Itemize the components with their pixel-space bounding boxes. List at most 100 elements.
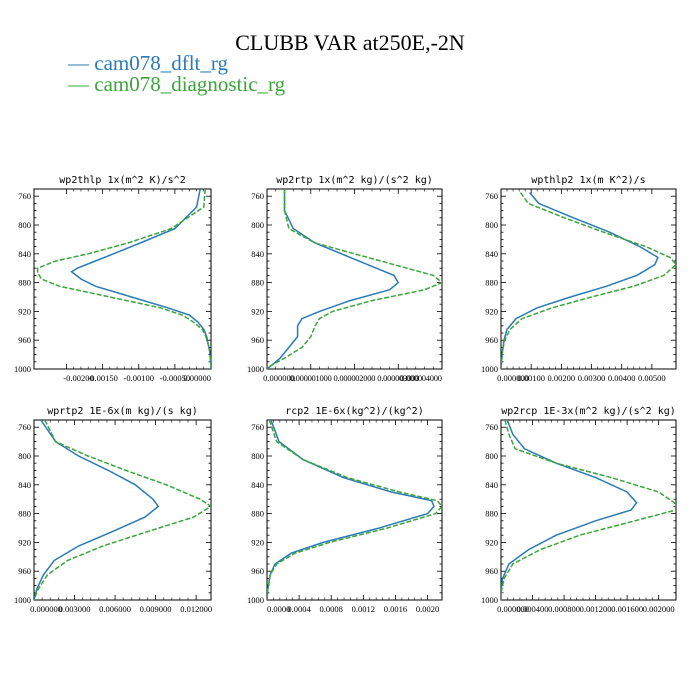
x-tick-label: 0.000000 xyxy=(263,373,295,383)
y-tick-label: 920 xyxy=(485,537,498,547)
y-tick-label: 960 xyxy=(251,566,264,576)
x-tick-label: 0.00200 xyxy=(548,373,576,383)
panel-title: wprtp2 1E-6x(m kg)/(s kg) xyxy=(47,406,198,417)
series-line-dflt xyxy=(70,189,211,369)
legend-entry-dflt: — cam078_dflt_rg xyxy=(68,51,228,76)
legend-dash: — xyxy=(68,72,89,96)
x-tick-label: -0.00200 xyxy=(63,373,93,383)
y-tick-label: 760 xyxy=(251,422,264,432)
chart-title: CLUBB VAR at250E,-2N xyxy=(235,30,465,55)
y-tick-label: 880 xyxy=(18,278,31,288)
y-tick-label: 1000 xyxy=(247,595,264,605)
panel-title: rcp2 1E-6x(kg^2)/(kg^2) xyxy=(285,406,423,417)
panel-5: rcp2 1E-6x(kg^2)/(kg^2) 760 800 840 880 920 96… xyxy=(247,406,443,614)
x-tick-label: -0.00050 xyxy=(160,373,190,383)
y-tick-label: 920 xyxy=(251,537,264,547)
x-tick-label: 0.001200 xyxy=(580,604,612,614)
plot-frame xyxy=(33,188,212,370)
y-tick-label: 1000 xyxy=(481,364,498,374)
y-tick-label: 760 xyxy=(485,422,498,432)
y-tick-label: 1000 xyxy=(247,364,264,374)
x-tick-label: 0.00400 xyxy=(608,373,636,383)
y-tick-label: 880 xyxy=(485,278,498,288)
panel-1: wp2thlp 1x(m^2 K)/s^2 760 800 840 880 920 960 1… xyxy=(14,175,212,383)
y-tick-label: 920 xyxy=(485,306,498,316)
x-tick-label: 0.0004 xyxy=(287,604,311,614)
x-tick-label: 0.0016 xyxy=(384,604,407,614)
x-tick-label: -0.00150 xyxy=(87,373,117,383)
panel-4: wprtp2 1E-6x(m kg)/(s kg) 760 800 840 880 920… xyxy=(14,406,212,614)
x-tick-label: 0.000800 xyxy=(548,604,580,614)
legend-entry-diag: — cam078_diagnostic_rg xyxy=(68,72,285,97)
y-tick-label: 760 xyxy=(18,422,31,432)
x-tick-label: 0.000000 xyxy=(497,373,529,383)
y-tick-label: 800 xyxy=(251,220,264,230)
y-tick-label: 880 xyxy=(485,509,498,519)
y-tick-label: 840 xyxy=(485,249,498,259)
x-tick-label: 0.000003000 xyxy=(377,373,419,383)
x-tick-label: 0.0012 xyxy=(352,604,375,614)
y-tick-label: 1000 xyxy=(481,595,498,605)
series-line-dflt xyxy=(267,189,400,369)
plot-frame xyxy=(500,188,677,370)
series-line-diagnostic xyxy=(34,420,211,600)
x-tick-label: 0.00500 xyxy=(638,373,666,383)
y-tick-label: 840 xyxy=(251,249,264,259)
x-tick-label: 0.009000 xyxy=(140,604,172,614)
x-tick-label: 0.00300 xyxy=(578,373,606,383)
panel-6: wp2rcp 1E-3x(m^2 kg)/(s^2 kg)760 800 840 88… xyxy=(481,406,677,614)
y-tick-label: 920 xyxy=(18,306,31,316)
x-tick-label: 0.012000 xyxy=(180,604,212,614)
x-tick-label: 0.000400 xyxy=(517,604,549,614)
series-line-dflt xyxy=(267,420,435,600)
x-tick-label: 0.002000 xyxy=(643,604,675,614)
series-line-dflt xyxy=(34,420,160,600)
x-tick-label: 0.000001000 xyxy=(290,373,332,383)
panel-title: wp2thlp 1x(m^2 K)/s^2 xyxy=(59,175,185,186)
panel-3: wpthlp2 1x(m K^2)/s 760 800 840 880 920 960 100… xyxy=(481,175,677,383)
y-tick-label: 760 xyxy=(251,191,264,201)
x-tick-label: 0.000000 xyxy=(30,604,62,614)
y-tick-label: 960 xyxy=(18,335,31,345)
series-line-diagnostic xyxy=(267,420,442,600)
x-tick-label: 0.006000 xyxy=(99,604,131,614)
y-tick-label: 1000 xyxy=(14,595,31,605)
plot-frame xyxy=(33,419,212,601)
panel-title: wp2rcp 1E-3x(m^2 kg)/(s^2 kg) xyxy=(501,406,676,417)
y-tick-label: 960 xyxy=(251,335,264,345)
x-tick-label: 0.0008 xyxy=(320,604,343,614)
y-tick-label: 960 xyxy=(18,566,31,576)
panel-2: wp2rtp 1x(m^2 kg)/(s^2 kg) 760 800 840 880 92… xyxy=(247,175,443,383)
y-tick-label: 920 xyxy=(18,537,31,547)
y-tick-label: 760 xyxy=(485,191,498,201)
y-tick-label: 880 xyxy=(251,509,264,519)
y-tick-label: 840 xyxy=(18,480,31,490)
x-tick-label: 0.0020 xyxy=(416,604,439,614)
y-tick-label: 800 xyxy=(18,220,31,230)
y-tick-label: 800 xyxy=(18,451,31,461)
y-tick-label: 840 xyxy=(485,480,498,490)
x-tick-label: 0.000004000 xyxy=(400,373,442,383)
series-line-diagnostic xyxy=(501,192,676,369)
series-line-diagnostic xyxy=(501,420,676,600)
panel-title: wpthlp2 1x(m K^2)/s xyxy=(531,175,645,186)
x-tick-label: 0.00100 xyxy=(517,373,545,383)
y-tick-label: 760 xyxy=(18,191,31,201)
x-tick-label: 0.00000 xyxy=(183,373,211,383)
legend-label-diag: cam078_diagnostic_rg xyxy=(94,72,286,96)
y-tick-label: 960 xyxy=(485,566,498,576)
y-tick-label: 840 xyxy=(251,480,264,490)
y-tick-label: 920 xyxy=(251,306,264,316)
series-line-dflt xyxy=(501,192,659,369)
y-tick-label: 800 xyxy=(485,451,498,461)
x-tick-label: -0.00100 xyxy=(124,373,154,383)
y-tick-label: 880 xyxy=(18,509,31,519)
y-tick-label: 840 xyxy=(18,249,31,259)
y-tick-label: 960 xyxy=(485,335,498,345)
x-tick-label: 0.000002000 xyxy=(334,373,376,383)
series-line-diagnostic xyxy=(36,189,211,369)
y-tick-label: 800 xyxy=(251,451,264,461)
y-tick-label: 880 xyxy=(251,278,264,288)
y-tick-label: 1000 xyxy=(14,364,31,374)
